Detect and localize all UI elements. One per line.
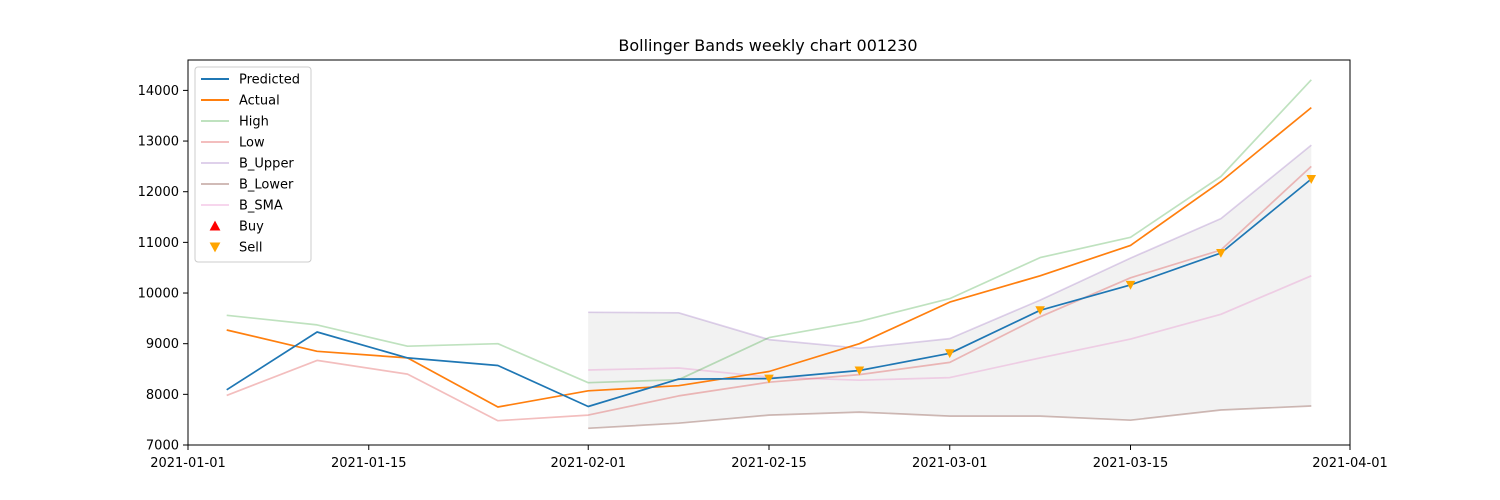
series-line-high [226, 79, 1312, 384]
legend-label-actual: Actual [239, 94, 280, 109]
sell-marker [854, 366, 865, 376]
legend-label-sell: Sell [239, 241, 262, 256]
sell-marker [1125, 280, 1136, 290]
legend: Predicted Actual High Low B_Upper B_Lower B_SM… [194, 66, 312, 263]
legend-swatch-buy [209, 220, 221, 231]
legend-label-b-upper: B_Upper [239, 157, 294, 172]
legend-box [194, 66, 312, 263]
plot-area [226, 79, 1317, 430]
x-tick-label: 2021-02-15 [731, 456, 807, 471]
x-tick-label: 2021-01-01 [150, 456, 226, 471]
legend-label-b-sma: B_SMA [239, 199, 283, 214]
y-tick-label: 9000 [146, 337, 179, 352]
y-tick-label: 10000 [138, 287, 179, 302]
sell-marker [764, 374, 774, 384]
chart-title: Bollinger Bands weekly chart 001230 [618, 36, 917, 55]
x-tick-label: 2021-02-01 [550, 456, 626, 471]
y-tick-label: 12000 [138, 185, 179, 200]
legend-swatch-sell [209, 242, 221, 253]
bollinger-band-fill [588, 145, 1312, 429]
legend-label-predicted: Predicted [239, 73, 300, 88]
sell-marker [1216, 249, 1226, 258]
y-tick-label: 13000 [138, 135, 179, 150]
sell-marker [1306, 175, 1317, 184]
legend-label-b-lower: B_Lower [239, 178, 294, 193]
x-tick-label: 2021-03-01 [912, 456, 988, 471]
series-line-b-upper [588, 144, 1312, 350]
sell-marker [944, 349, 955, 359]
sell-marker [1035, 306, 1045, 316]
series-line-b-lower [588, 405, 1312, 430]
y-tick-label: 14000 [138, 84, 179, 99]
x-tick-label: 2021-01-15 [331, 456, 407, 471]
x-tick-label: 2021-03-15 [1093, 456, 1169, 471]
x-tick-label: 2021-04-01 [1312, 456, 1388, 471]
legend-label-high: High [239, 115, 269, 130]
legend-label-buy: Buy [239, 220, 264, 235]
legend-label-low: Low [239, 136, 265, 151]
y-tick-label: 8000 [146, 388, 179, 403]
y-tick-label: 7000 [146, 439, 179, 454]
series-line-b-sma [588, 275, 1312, 382]
y-tick-label: 11000 [138, 236, 179, 251]
axes: 7000 8000 9000 10000 11000 12000 13000 14000 202… [138, 59, 1388, 471]
